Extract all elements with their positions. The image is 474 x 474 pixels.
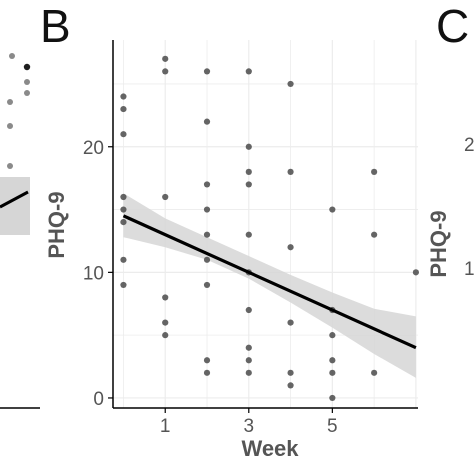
data-point — [245, 344, 252, 351]
x-ticks: 1 3 5 — [160, 408, 338, 437]
panel-c-partial: C 2 1 PHQ-9 — [426, 0, 474, 280]
data-point — [120, 131, 127, 138]
panel-label-b: B — [40, 0, 71, 52]
data-point — [203, 369, 211, 376]
data-point — [245, 68, 252, 75]
panel-label-c: C — [436, 0, 469, 52]
left-point — [24, 79, 30, 85]
data-points — [120, 55, 420, 402]
data-point — [287, 80, 294, 88]
left-point — [7, 123, 13, 129]
panel-c-y-axis-title: PHQ-9 — [426, 210, 451, 277]
data-point — [162, 193, 169, 201]
y-tick-label: 10 — [83, 263, 104, 284]
data-point — [203, 281, 211, 289]
data-point — [245, 181, 252, 188]
data-point — [287, 244, 294, 251]
data-point — [245, 231, 252, 238]
data-point — [287, 382, 294, 389]
data-point — [120, 256, 127, 263]
data-point — [371, 369, 378, 376]
data-point — [203, 68, 211, 75]
data-point — [329, 206, 336, 213]
x-tick-label: 5 — [327, 416, 338, 437]
data-point — [162, 68, 169, 75]
data-point — [412, 269, 420, 276]
left-point — [24, 90, 30, 96]
panel-c-tick-label: 2 — [464, 135, 474, 156]
y-ticks: 0 10 20 — [83, 138, 113, 410]
data-point — [245, 357, 252, 364]
data-point — [245, 143, 252, 150]
data-point — [371, 168, 378, 175]
data-point — [203, 357, 211, 364]
y-tick-label: 0 — [93, 389, 104, 410]
data-point — [120, 93, 127, 100]
left-trend-line — [0, 190, 29, 209]
data-point — [329, 394, 336, 402]
x-tick-label: 3 — [243, 416, 254, 437]
data-point — [203, 206, 211, 213]
data-point — [329, 369, 336, 376]
data-point — [329, 357, 336, 364]
data-point — [203, 181, 211, 188]
data-point — [120, 105, 127, 113]
confidence-band — [123, 193, 416, 378]
panel-c-tick-label: 1 — [464, 259, 474, 280]
data-point — [329, 332, 336, 339]
x-axis-title: Week — [241, 436, 299, 461]
data-point — [120, 193, 127, 201]
trend-line-layer — [122, 214, 417, 350]
y-axis-title: PHQ-9 — [44, 191, 69, 258]
data-point — [287, 168, 294, 175]
data-point — [162, 294, 169, 301]
data-point — [120, 281, 127, 289]
data-point — [245, 369, 252, 376]
data-point — [287, 369, 294, 376]
x-tick-label: 1 — [160, 416, 171, 437]
confidence-band-layer — [123, 193, 416, 378]
left-point — [7, 99, 13, 105]
y-tick-label: 20 — [83, 138, 104, 159]
data-point — [371, 231, 378, 238]
data-point — [162, 332, 169, 339]
data-point — [120, 206, 127, 213]
data-point — [203, 231, 211, 238]
data-point — [162, 319, 169, 326]
data-point — [162, 55, 169, 62]
data-point — [120, 219, 127, 226]
data-point — [203, 256, 211, 263]
data-point — [287, 319, 294, 326]
trend-line — [122, 214, 417, 350]
data-point — [245, 306, 252, 314]
left-point — [23, 63, 31, 71]
left-panel-partial — [0, 53, 40, 409]
left-point — [7, 163, 13, 169]
data-point — [203, 118, 211, 125]
left-point — [9, 53, 15, 59]
data-point — [245, 168, 252, 175]
panel-b: B 1 3 5 0 10 20 Week PHQ-9 — [40, 0, 420, 461]
